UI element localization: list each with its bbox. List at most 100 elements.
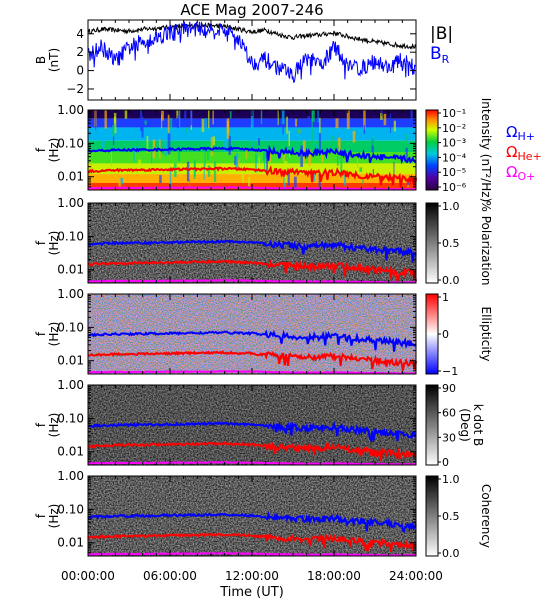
- spectrogram-streak: [112, 135, 115, 146]
- spectrogram-streak: [95, 110, 97, 130]
- spectrogram-streak: [307, 116, 311, 126]
- y-axis-label: f: [34, 422, 48, 427]
- spectrogram-streak: [255, 154, 257, 162]
- spectrogram-streak: [176, 110, 179, 119]
- spectrogram-streak: [408, 127, 410, 143]
- spectrogram-streak: [297, 128, 301, 134]
- spectrogram-streak: [410, 110, 413, 123]
- spectrogram-streak: [383, 113, 387, 126]
- colorbar-tick-label: 1.0: [442, 473, 460, 486]
- spectrogram-streak: [282, 120, 284, 135]
- legend-gyrofrequency: ΩH+ ΩHe+ ΩO+: [506, 123, 542, 183]
- spectrogram-band: [88, 174, 416, 183]
- spectrogram-streak: [235, 153, 239, 170]
- spectrogram-streak: [344, 174, 347, 186]
- colorbar-tick-label: 0: [442, 456, 449, 469]
- y-axis-label: f: [34, 147, 48, 152]
- colorbar-label: k dot B: [471, 404, 485, 446]
- y-axis-unit: (Hz): [47, 413, 61, 438]
- spectrogram-streak: [204, 118, 208, 137]
- spectrogram-streak: [393, 120, 396, 132]
- spectrogram-streak: [336, 146, 339, 166]
- spectrogram-streak: [277, 165, 280, 172]
- y-tick-label: 0.10: [57, 502, 84, 516]
- spectrogram-streak: [104, 110, 107, 129]
- legend-omega-he-main: Ω: [506, 143, 517, 161]
- spectrogram-streak: [335, 118, 339, 129]
- colorbar-tick-label: 90: [442, 382, 456, 395]
- panel-kdotb: 1.00 0.10 0.01 f (Hz) 90 60 30 0 k dot B(Deg): [34, 378, 485, 469]
- y-axis-unit: (nT): [47, 48, 61, 72]
- colorbar-label: Intensity (nT²/Hz): [479, 98, 493, 203]
- spectrogram-streak: [264, 160, 266, 170]
- y-tick-label: 0.10: [57, 136, 84, 150]
- spectrogram-streak: [405, 133, 408, 143]
- legend-omega-o-main: Ω: [506, 163, 517, 181]
- spectrogram-streak: [308, 149, 311, 166]
- spectrogram-streak: [184, 110, 187, 119]
- spectrogram-streak: [228, 135, 231, 156]
- colorbar-tick-label: 1: [442, 291, 449, 304]
- colorbar-tick-label: 0: [442, 328, 449, 341]
- spectrogram-streak: [331, 136, 335, 144]
- spectrogram-streak: [405, 147, 408, 162]
- spectrogram-streak: [362, 179, 364, 185]
- omega-he-line: [87, 350, 417, 371]
- spectrogram-streak: [263, 148, 266, 160]
- spectrogram-streak: [356, 157, 359, 168]
- spectrogram-streak: [229, 111, 232, 119]
- legend-field: |B| BR: [430, 24, 453, 66]
- colorbar-tick-label: 0.0: [442, 547, 460, 560]
- y-axis-label: B: [34, 56, 48, 64]
- spectrogram-streak: [258, 138, 260, 146]
- spectrogram-streak: [189, 179, 191, 188]
- colorbar-label: Ellipticity: [479, 307, 493, 362]
- y-tick-label: 2: [76, 45, 84, 59]
- spectrogram-streak: [255, 153, 257, 173]
- y-axis-unit: (Hz): [47, 231, 61, 256]
- spectrogram-streak: [190, 110, 193, 126]
- spectrogram-streak: [237, 158, 240, 168]
- spectrogram-streak: [266, 155, 268, 175]
- spectrogram-streak: [159, 175, 162, 184]
- legend-br-sub: R: [442, 53, 450, 66]
- omega-h-line: [87, 144, 417, 165]
- panel-magnetic-field: 4 2 0 −2 B (nT): [34, 19, 417, 101]
- y-axis-unit: (Hz): [47, 504, 61, 529]
- spectrogram-streak: [372, 169, 374, 176]
- y-tick-label: 0.01: [57, 170, 84, 184]
- panel-intensity: 1.00 0.10 0.01 f (Hz) 10⁻¹ 10⁻² 10⁻³10⁻⁴ 10⁻⁵ 10⁻…: [34, 98, 493, 203]
- spectrogram-streak: [212, 136, 215, 146]
- series-bmag-line: [87, 21, 417, 50]
- spectrogram-streak: [311, 129, 313, 151]
- spectrogram-streak: [186, 161, 190, 182]
- legend-omega-o: ΩO+: [506, 163, 535, 183]
- spectrogram-streak: [295, 118, 298, 127]
- spectrogram-streak: [346, 110, 350, 130]
- spectrogram-streak: [371, 139, 374, 153]
- spectrogram-streak: [177, 146, 181, 162]
- y-tick-label: −2: [66, 82, 84, 96]
- spectrogram-streak: [207, 110, 210, 129]
- spectrogram-streak: [288, 130, 291, 147]
- legend-br-label: BR: [430, 44, 450, 66]
- spectrogram-streak: [260, 110, 263, 124]
- spectrogram-streak: [321, 152, 324, 163]
- spectrogram-streak: [112, 124, 115, 137]
- spectrogram-streak: [212, 110, 214, 125]
- colorbar: [425, 384, 439, 466]
- legend-bmag-label: |B|: [430, 24, 453, 44]
- y-tick-label: 0.10: [57, 229, 84, 243]
- figure-title: ACE Mag 2007-246: [180, 1, 323, 19]
- spectrogram-streak: [206, 145, 209, 160]
- spectrogram-streak: [363, 124, 366, 134]
- legend-omega-h-sub: H+: [517, 130, 535, 143]
- colorbar-tick-label: 10⁻³: [442, 137, 466, 150]
- y-axis-label: f: [34, 240, 48, 245]
- spectrogram-streak: [185, 128, 188, 133]
- spectrogram-streak: [169, 167, 172, 189]
- x-tick-label: 12:00:00: [225, 569, 279, 583]
- spectrogram-streak: [311, 110, 315, 122]
- colorbar: [425, 109, 439, 191]
